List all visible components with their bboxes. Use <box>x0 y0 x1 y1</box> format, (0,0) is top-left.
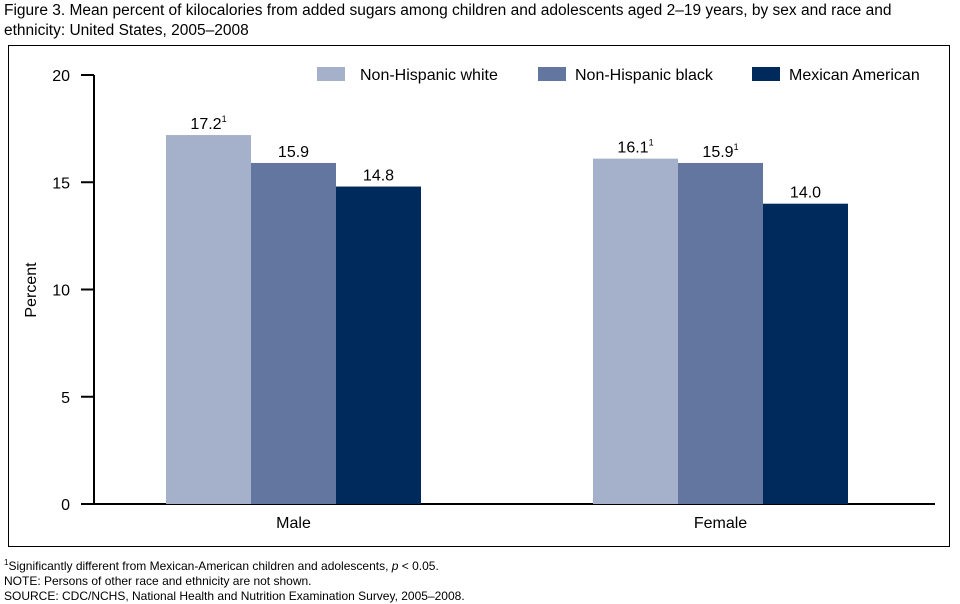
data-label: 17.21 <box>190 114 226 133</box>
bar <box>166 135 251 504</box>
bar <box>593 158 678 504</box>
legend-label: Non-Hispanic white <box>360 67 498 84</box>
bar <box>336 186 421 505</box>
source: SOURCE: CDC/NCHS, National Health and Nu… <box>4 589 465 603</box>
y-tick-label: 5 <box>61 390 70 407</box>
y-tick-label: 10 <box>52 283 70 300</box>
legend-swatch <box>538 67 566 81</box>
legend-swatch <box>752 67 780 81</box>
footnote: 1Significantly different from Mexican-Am… <box>4 558 439 573</box>
chart-frame <box>8 45 950 547</box>
data-label: 15.91 <box>702 142 738 161</box>
y-tick-label: 0 <box>61 497 70 514</box>
y-tick-label: 15 <box>52 175 70 192</box>
x-category-label: Male <box>276 515 311 532</box>
data-label: 14.0 <box>790 185 821 202</box>
y-tick-label: 20 <box>52 68 70 85</box>
note: NOTE: Persons of other race and ethnicit… <box>4 574 312 588</box>
data-label: 16.11 <box>617 138 653 157</box>
legend-swatch <box>317 67 345 81</box>
chart-title: Figure 3. Mean percent of kilocalories f… <box>4 2 892 39</box>
bar <box>763 203 848 504</box>
bar <box>251 162 336 504</box>
bar <box>678 162 763 504</box>
legend-label: Mexican American <box>789 67 920 84</box>
y-axis-label: Percent <box>23 262 40 318</box>
data-label: 15.9 <box>278 144 309 161</box>
x-category-label: Female <box>694 515 747 532</box>
chart-notes: 1Significantly different from Mexican-Am… <box>4 555 465 604</box>
data-label: 14.8 <box>363 168 394 185</box>
legend-label: Non-Hispanic black <box>575 67 714 84</box>
